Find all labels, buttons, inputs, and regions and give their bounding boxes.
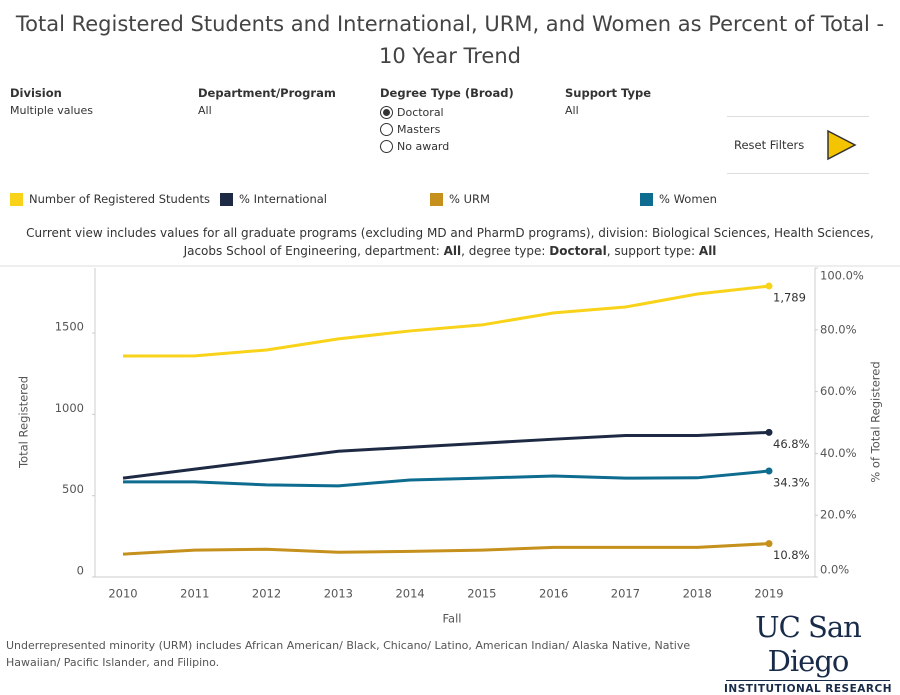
chart: Total Registered % of Total Registered F… <box>0 265 900 626</box>
filter-label: Support Type <box>565 86 652 100</box>
y-tick-label: 1000 <box>55 401 84 415</box>
filter: Support Type All <box>565 86 651 117</box>
legend-label: Number of Registered Students <box>29 192 210 206</box>
value-label: 46.8% <box>773 437 810 451</box>
legend-item[interactable]: % International <box>220 192 327 206</box>
title: Total Registered Students and Internatio… <box>15 12 885 68</box>
option-label: Doctoral <box>397 106 444 119</box>
radio-option[interactable]: No award <box>380 138 514 155</box>
x-tick-label: 2019 <box>754 587 783 601</box>
end-point <box>765 467 773 475</box>
y2-tick-label: 80.0% <box>820 322 857 336</box>
legend-swatch <box>640 192 653 206</box>
dashboard: Total Registered % of Total Registered F… <box>0 0 900 675</box>
end-point <box>765 428 773 436</box>
legend-item[interactable]: % Women <box>640 192 717 206</box>
value-label: 34.3% <box>773 476 810 490</box>
y2-tick-label: 0.0% <box>820 563 849 577</box>
filter-value[interactable]: All <box>198 104 212 117</box>
radio[interactable] <box>380 123 393 136</box>
description-text: , degree type: <box>461 244 550 258</box>
series-line <box>122 542 770 556</box>
logo-subtext: INSTITUTIONAL RESEARCH <box>724 683 892 695</box>
filter-label: Degree Type (Broad) <box>380 86 514 100</box>
legend-label: % URM <box>449 192 490 206</box>
legend-label: % International <box>239 192 327 206</box>
legend-item[interactable]: % URM <box>430 192 490 206</box>
legend-item[interactable]: Number of Registered Students <box>10 192 210 206</box>
description-text: All <box>698 244 717 258</box>
y2-axis-title: % of Total Registered <box>869 361 883 482</box>
radio[interactable] <box>380 140 393 153</box>
y-tick-label: 500 <box>62 482 84 496</box>
y2-tick-label: 40.0% <box>820 446 857 460</box>
play-icon <box>827 129 857 161</box>
description-text: Current view includes values for all gra… <box>26 226 874 258</box>
filter: Degree Type (Broad) Doctoral Masters No awa… <box>380 86 514 155</box>
end-point <box>765 540 773 548</box>
x-axis-title: Fall <box>443 612 462 626</box>
value-label: 10.8% <box>773 548 810 562</box>
option-label: Masters <box>397 123 441 136</box>
x-tick-label: 2014 <box>395 587 424 601</box>
logo-text: UC San Diego <box>755 610 862 678</box>
filter-label: Division <box>10 86 62 100</box>
description-text: Doctoral <box>549 244 607 258</box>
y-axis-title: Total Registered <box>17 376 31 469</box>
series-line <box>122 430 770 480</box>
filter-label: Department/Program <box>198 86 336 100</box>
filter: Department/Program All <box>198 86 336 117</box>
footnote: Underrepresented minority (URM) includes… <box>6 639 691 669</box>
option-label: No award <box>397 140 450 153</box>
legend-swatch <box>10 192 23 206</box>
reset-button[interactable]: Reset Filters <box>727 116 869 174</box>
legend-swatch <box>430 192 443 206</box>
description-text: , support type: <box>606 244 699 258</box>
x-tick-label: 2013 <box>324 587 353 601</box>
y-tick-label: 0 <box>77 564 84 578</box>
description-text: All <box>443 244 462 258</box>
radio-option[interactable]: Masters <box>380 121 514 138</box>
filter-value[interactable]: Multiple values <box>10 104 93 117</box>
series-line <box>122 284 770 358</box>
legend-swatch <box>220 192 233 206</box>
logo: UC San Diego INSTITUTIONAL RESEARCH <box>722 610 894 695</box>
y-tick-label: 1500 <box>55 320 84 334</box>
x-tick-label: 2011 <box>180 587 209 601</box>
radio-option[interactable]: Doctoral <box>380 104 514 121</box>
radio[interactable] <box>380 106 393 119</box>
reset-label: Reset Filters <box>734 138 805 152</box>
end-point <box>765 282 773 290</box>
x-tick-label: 2016 <box>539 587 568 601</box>
y2-tick-label: 20.0% <box>820 508 857 522</box>
series-line <box>123 469 770 488</box>
legend-label: % Women <box>659 192 717 206</box>
filter: Division Multiple values <box>10 86 93 117</box>
x-tick-label: 2012 <box>252 587 281 601</box>
x-tick-label: 2017 <box>611 587 640 601</box>
x-tick-label: 2018 <box>683 587 712 601</box>
filter-value[interactable]: All <box>565 104 579 117</box>
x-tick-label: 2010 <box>108 587 137 601</box>
value-label: 1,789 <box>773 291 806 305</box>
x-tick-label: 2015 <box>467 587 496 601</box>
y2-tick-label: 60.0% <box>820 384 857 398</box>
y2-tick-label: 100.0% <box>820 269 864 283</box>
description: Current view includes values for all gra… <box>20 224 880 260</box>
